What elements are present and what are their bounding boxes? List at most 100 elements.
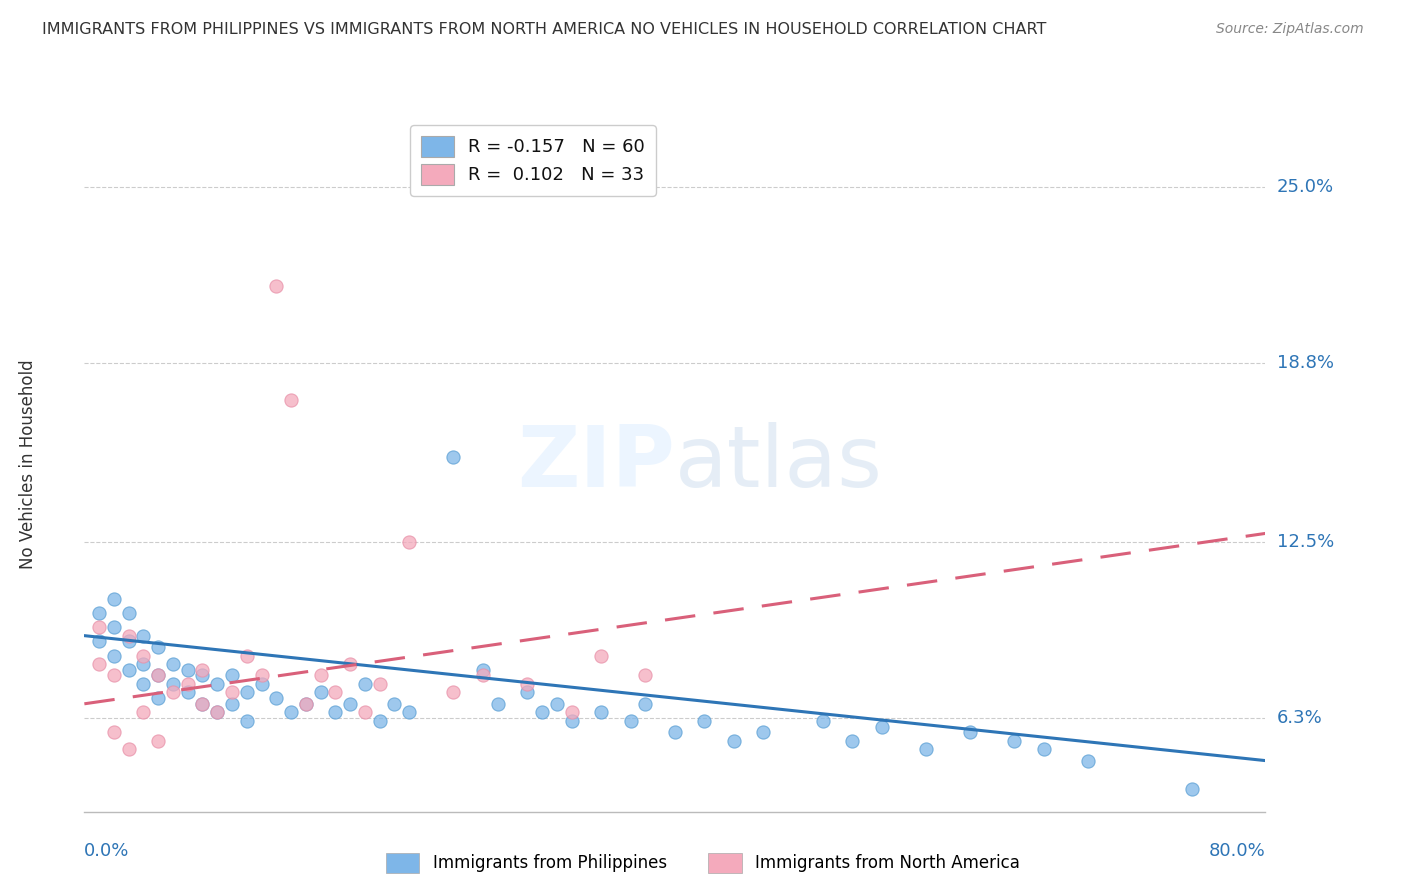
Text: atlas: atlas: [675, 422, 883, 506]
Text: Source: ZipAtlas.com: Source: ZipAtlas.com: [1216, 22, 1364, 37]
Point: [472, 668, 495, 682]
Point: [132, 657, 155, 671]
Point: [723, 733, 745, 747]
Point: [295, 697, 318, 711]
Point: [250, 668, 273, 682]
Point: [87, 634, 111, 648]
Point: [177, 677, 200, 691]
Text: 18.8%: 18.8%: [1277, 354, 1333, 372]
Point: [472, 663, 495, 677]
Point: [382, 697, 406, 711]
Point: [339, 657, 361, 671]
Point: [87, 606, 111, 620]
Point: [266, 279, 288, 293]
Point: [148, 640, 170, 654]
Point: [103, 648, 125, 663]
Point: [295, 697, 318, 711]
Point: [325, 706, 347, 720]
Point: [398, 706, 420, 720]
Point: [1181, 782, 1204, 797]
Text: No Vehicles in Household: No Vehicles in Household: [18, 359, 37, 569]
Point: [191, 697, 214, 711]
Point: [546, 697, 568, 711]
Point: [207, 706, 229, 720]
Point: [177, 685, 200, 699]
Point: [516, 685, 538, 699]
Point: [191, 697, 214, 711]
Point: [531, 706, 554, 720]
Legend: R = -0.157   N = 60, R =  0.102   N = 33: R = -0.157 N = 60, R = 0.102 N = 33: [411, 125, 655, 195]
Point: [959, 725, 981, 739]
Point: [915, 742, 938, 756]
Point: [250, 677, 273, 691]
Point: [103, 725, 125, 739]
Point: [132, 706, 155, 720]
Point: [162, 685, 184, 699]
Point: [591, 648, 613, 663]
Point: [191, 663, 214, 677]
Point: [87, 620, 111, 634]
Point: [87, 657, 111, 671]
Point: [620, 714, 643, 728]
Point: [118, 742, 141, 756]
Point: [191, 668, 214, 682]
Point: [368, 677, 391, 691]
Point: [309, 685, 332, 699]
Point: [236, 648, 259, 663]
Point: [221, 685, 243, 699]
Point: [221, 697, 243, 711]
Point: [354, 677, 377, 691]
Point: [516, 677, 538, 691]
Point: [443, 450, 465, 464]
Text: ZIP: ZIP: [517, 422, 675, 506]
Point: [841, 733, 863, 747]
Text: 25.0%: 25.0%: [1277, 178, 1334, 196]
Point: [398, 535, 420, 549]
Point: [325, 685, 347, 699]
Point: [162, 657, 184, 671]
Point: [354, 706, 377, 720]
Point: [443, 685, 465, 699]
Point: [280, 392, 302, 407]
Point: [693, 714, 716, 728]
Point: [339, 697, 361, 711]
Point: [1004, 733, 1026, 747]
Point: [221, 668, 243, 682]
Point: [132, 629, 155, 643]
Point: [148, 668, 170, 682]
Point: [486, 697, 509, 711]
Text: IMMIGRANTS FROM PHILIPPINES VS IMMIGRANTS FROM NORTH AMERICA NO VEHICLES IN HOUS: IMMIGRANTS FROM PHILIPPINES VS IMMIGRANT…: [42, 22, 1046, 37]
Point: [148, 668, 170, 682]
Point: [132, 677, 155, 691]
Point: [207, 677, 229, 691]
Point: [162, 677, 184, 691]
Point: [280, 706, 302, 720]
Point: [103, 620, 125, 634]
Text: 6.3%: 6.3%: [1277, 709, 1322, 727]
Point: [207, 706, 229, 720]
Point: [103, 591, 125, 606]
Point: [118, 629, 141, 643]
Point: [664, 725, 686, 739]
Text: 12.5%: 12.5%: [1277, 533, 1334, 551]
Point: [103, 668, 125, 682]
Point: [266, 691, 288, 706]
Point: [309, 668, 332, 682]
Point: [634, 668, 657, 682]
Point: [118, 634, 141, 648]
Legend: Immigrants from Philippines, Immigrants from North America: Immigrants from Philippines, Immigrants …: [380, 847, 1026, 880]
Point: [752, 725, 775, 739]
Point: [132, 648, 155, 663]
Point: [561, 706, 583, 720]
Point: [118, 663, 141, 677]
Point: [1033, 742, 1056, 756]
Point: [177, 663, 200, 677]
Point: [1077, 754, 1099, 768]
Point: [870, 719, 893, 733]
Point: [118, 606, 141, 620]
Point: [634, 697, 657, 711]
Text: 0.0%: 0.0%: [84, 842, 129, 860]
Point: [148, 691, 170, 706]
Point: [368, 714, 391, 728]
Point: [811, 714, 834, 728]
